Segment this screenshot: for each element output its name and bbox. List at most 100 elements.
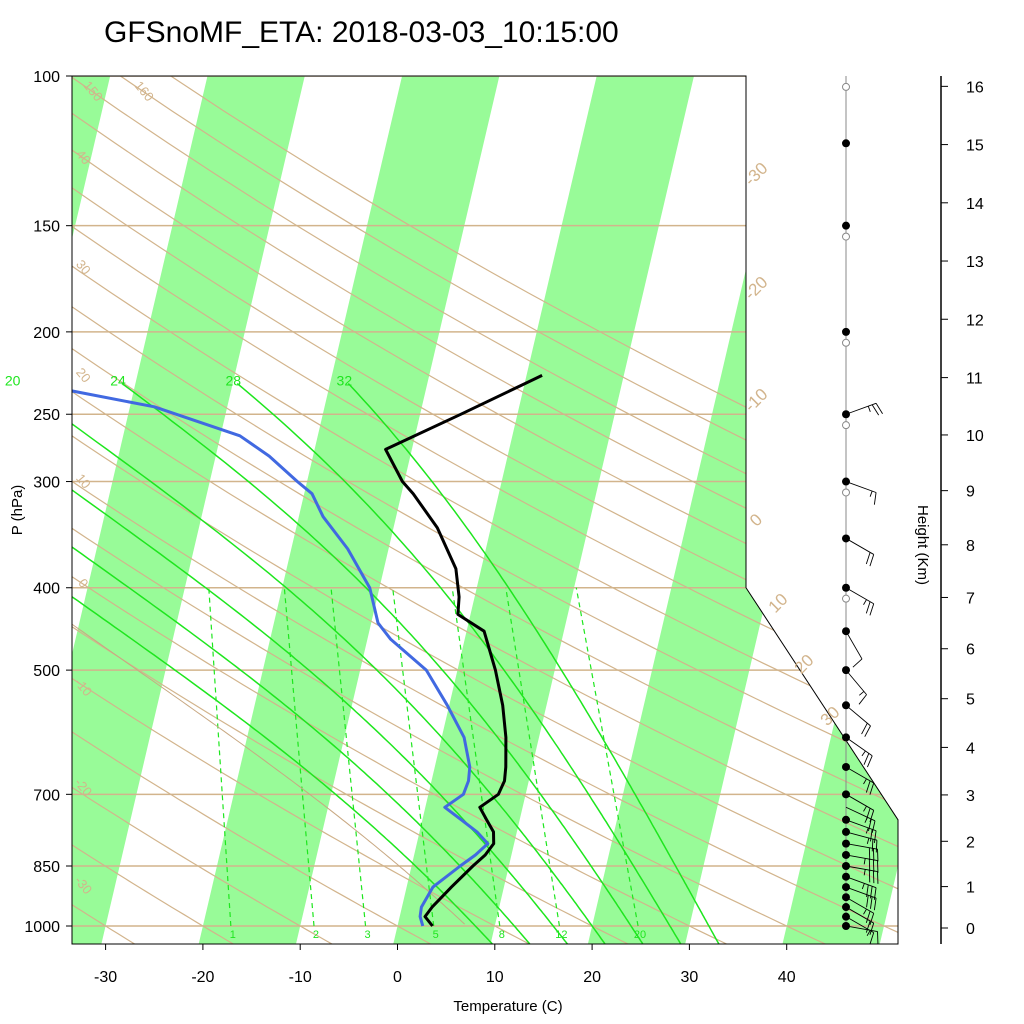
dry-adiabat — [72, 76, 898, 944]
wind-level-marker — [842, 327, 850, 336]
wind-barb-flag — [867, 405, 871, 412]
wind-barb-flag — [865, 552, 871, 565]
x-tick-label: -10 — [289, 969, 312, 986]
mixing-ratio-label: 2 — [313, 929, 319, 941]
wind-barb-flag — [871, 404, 880, 416]
wind-barb-flag — [869, 554, 875, 567]
wind-barb-flag — [869, 932, 875, 945]
mixing-ratio-line — [392, 587, 435, 927]
dry-adiabat-label: 30 — [73, 257, 94, 278]
wind-barb-flag — [865, 780, 871, 793]
wind-barb-flag — [861, 722, 868, 735]
wind-barb-flag — [869, 810, 875, 823]
wind-barb-flag — [865, 827, 869, 834]
wind-barb-flag — [865, 920, 871, 933]
x-tick-label: 40 — [778, 969, 796, 986]
y-tick-label: 500 — [33, 663, 60, 680]
dry-adiabat — [72, 76, 898, 944]
wind-barb-flag — [863, 599, 867, 606]
moist-adiabat-label: 20 — [5, 372, 21, 388]
dry-adiabat-label: 20 — [73, 365, 94, 386]
wind-barb — [845, 916, 874, 934]
y-axis-title: P (hPa) — [9, 485, 26, 536]
wind-barb-flag — [865, 601, 871, 614]
wind-barb-flag — [861, 750, 866, 757]
dry-adiabat-label: 10 — [73, 471, 94, 492]
wind-barb — [845, 402, 877, 415]
wind-barbs — [842, 76, 883, 945]
dry-adiabat — [72, 76, 826, 944]
x-tick-label: 20 — [583, 969, 601, 986]
moist-adiabat-label: 28 — [226, 372, 242, 388]
wind-barb-flag — [859, 691, 865, 696]
mixing-ratio-line — [505, 587, 561, 927]
wind-barb — [845, 806, 876, 822]
height-tick-label: 4 — [966, 740, 975, 757]
mixing-ratio-line — [283, 587, 315, 927]
parcel-trace — [72, 383, 465, 925]
wind-barb — [845, 876, 877, 889]
wind-open-marker — [842, 82, 850, 91]
wind-barb-flag — [858, 694, 867, 705]
wind-barb-flag — [863, 778, 867, 785]
wind-barb — [845, 630, 863, 660]
wind-barb-flag — [863, 908, 867, 915]
moist-adiabat — [347, 382, 720, 944]
dry-adiabat — [72, 76, 898, 944]
wind-barb-flag — [869, 603, 875, 616]
x-tick-label: 0 — [393, 969, 402, 986]
height-tick-label: 9 — [966, 484, 975, 501]
isotherm-band — [194, 76, 509, 944]
isotherm-band — [973, 37, 1024, 961]
wind-barb-flag — [866, 930, 871, 936]
isotherm-label: 0 — [746, 510, 766, 530]
moist-adiabats — [72, 382, 720, 944]
wind-barb-flag — [863, 753, 870, 765]
y-tick-label: 700 — [33, 787, 60, 804]
dry-adiabat — [72, 76, 898, 944]
wind-barb-flag — [868, 818, 872, 832]
height-tick-label: 11 — [966, 371, 983, 388]
y-tick-label: 400 — [33, 581, 60, 598]
wind-barb — [845, 793, 874, 811]
y-tick-label: 200 — [33, 325, 60, 342]
dry-adiabat — [72, 76, 629, 944]
moist-adiabat-label: 32 — [337, 372, 353, 388]
height-tick-label: 16 — [966, 79, 984, 96]
y-tick-label: 100 — [33, 69, 60, 86]
wind-barb — [845, 587, 874, 605]
wind-open-marker — [842, 421, 850, 430]
temperature-profile — [384, 374, 543, 927]
dry-adiabat — [72, 76, 898, 944]
isotherm-label: 20 — [791, 651, 818, 678]
isotherm-label: 30 — [817, 703, 844, 730]
wind-barb-flag — [869, 490, 873, 497]
wind-barb-flag — [870, 829, 873, 842]
wind-barb-flag — [875, 403, 883, 414]
dry-adiabat — [72, 76, 333, 944]
parcel-line — [72, 383, 465, 925]
isotherm-label: -30 — [741, 159, 772, 190]
wind-barb-flag — [870, 896, 873, 909]
height-tick-label: 14 — [966, 196, 984, 213]
mixing-ratio-label: 3 — [364, 929, 370, 941]
height-tick-label: 2 — [966, 834, 975, 851]
height-tick-label: 15 — [966, 138, 984, 155]
height-tick-label: 8 — [966, 538, 975, 555]
isotherm-label: 10 — [765, 590, 792, 617]
mixing-ratio-label: 5 — [433, 929, 439, 941]
sounding-profiles — [72, 373, 543, 927]
y-tick-label: 850 — [33, 859, 60, 876]
wind-barb — [845, 766, 874, 784]
isotherm-band — [72, 76, 314, 944]
wind-level-marker — [842, 139, 850, 148]
moist-adiabat — [72, 382, 568, 944]
mixing-ratio-line — [330, 587, 367, 927]
wind-barb-flag — [869, 782, 875, 795]
wind-barb-flag — [873, 830, 877, 843]
height-tick-label: 12 — [966, 312, 984, 329]
mixing-ratio-label: 1 — [230, 929, 236, 941]
plot-frame — [71, 75, 899, 945]
wind-barb-flag — [864, 725, 871, 737]
dewpoint-profile — [72, 373, 490, 927]
